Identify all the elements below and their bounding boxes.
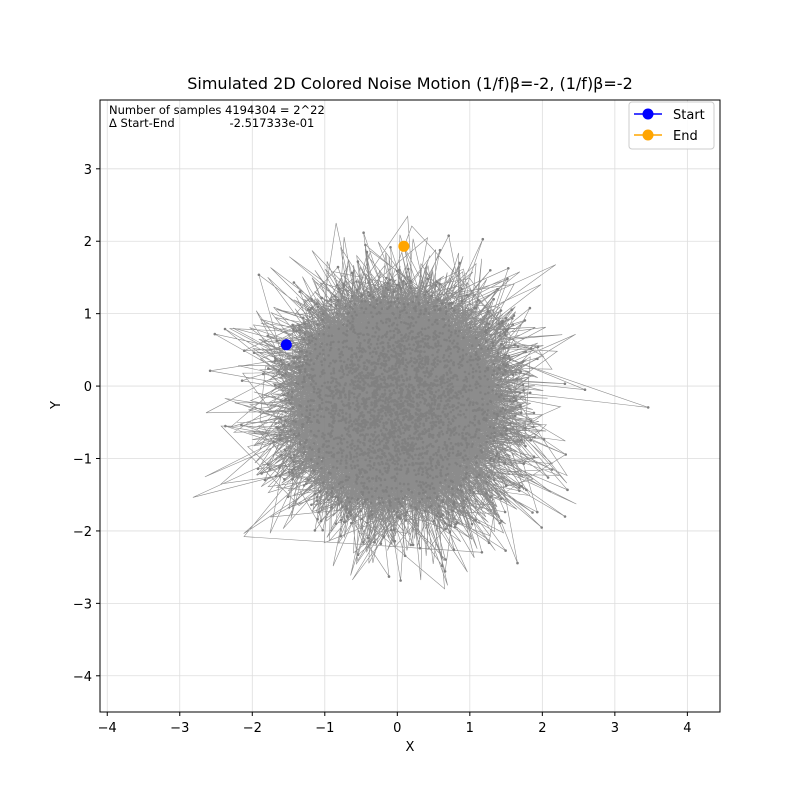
legend-end-marker xyxy=(642,129,654,141)
legend-start-label: Start xyxy=(673,108,705,123)
y-tick-label: 3 xyxy=(84,163,92,178)
x-tick-label: 2 xyxy=(538,721,546,736)
legend: Start End xyxy=(628,101,715,150)
noise-path xyxy=(192,215,650,590)
x-tick-label: 1 xyxy=(466,721,474,736)
annotation-delta: Δ Start-End -2.517333e-01 xyxy=(109,116,314,130)
x-tick-label: −1 xyxy=(315,721,334,736)
y-tick-label: 2 xyxy=(84,235,92,250)
end-marker xyxy=(398,240,410,252)
y-tick-label: −2 xyxy=(73,525,92,540)
y-axis-ticks: −4 −3 −2 −1 0 1 2 3 xyxy=(73,163,100,685)
x-axis-ticks: −4 −3 −2 −1 0 1 2 3 4 xyxy=(98,712,692,736)
x-tick-label: 4 xyxy=(683,721,691,736)
markers xyxy=(280,240,410,351)
x-tick-label: −2 xyxy=(243,721,262,736)
legend-end-label: End xyxy=(673,129,698,144)
x-tick-label: 0 xyxy=(393,721,401,736)
axes-frame xyxy=(99,99,721,713)
annotation-samples: Number of samples 4194304 = 2^22 xyxy=(109,103,325,117)
x-tick-label: 3 xyxy=(611,721,619,736)
y-tick-label: −1 xyxy=(73,453,92,468)
y-tick-label: 0 xyxy=(84,380,92,395)
start-marker xyxy=(280,339,292,351)
y-tick-label: −3 xyxy=(73,597,92,612)
x-tick-label: −3 xyxy=(170,721,189,736)
x-tick-label: −4 xyxy=(98,721,117,736)
y-tick-label: −4 xyxy=(73,670,92,685)
x-axis-label: X xyxy=(406,740,415,755)
chart-title: Simulated 2D Colored Noise Motion (1/f)β… xyxy=(187,74,633,93)
y-axis-label: Y xyxy=(49,401,64,410)
y-tick-label: 1 xyxy=(84,308,92,323)
legend-start-marker xyxy=(642,108,654,120)
plot-area xyxy=(99,99,721,713)
